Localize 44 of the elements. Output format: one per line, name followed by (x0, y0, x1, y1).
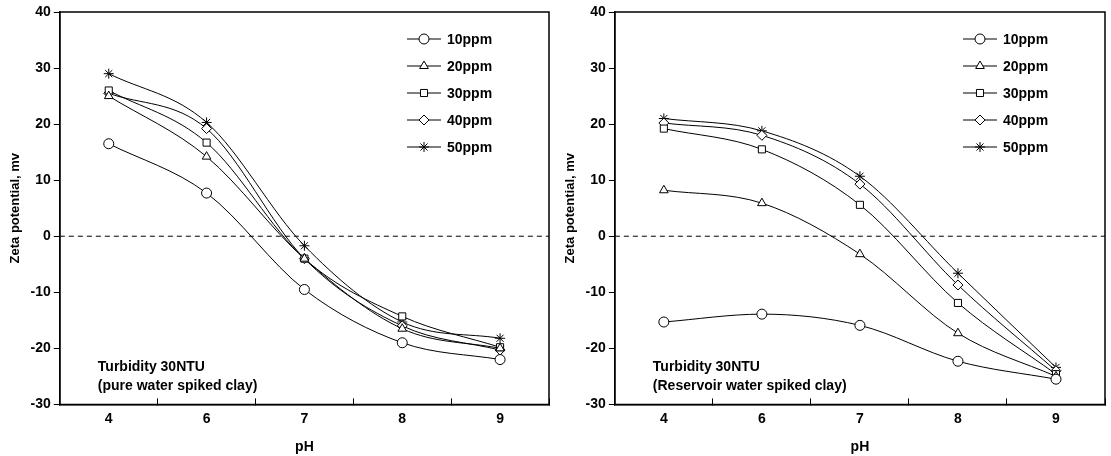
x-tick-label: 8 (398, 409, 407, 426)
y-tick-label: -10 (585, 283, 607, 300)
y-tick-label: 0 (43, 227, 52, 244)
legend-label: 40ppm (447, 111, 493, 128)
legend-label: 20ppm (447, 57, 493, 74)
y-tick-label: 0 (598, 227, 607, 244)
annotation: (pure water spiked clay) (97, 377, 258, 394)
y-tick-label: -20 (30, 339, 52, 356)
y-tick-label: 20 (35, 114, 52, 131)
x-tick-label: 4 (104, 409, 113, 426)
x-tick-label: 7 (300, 409, 309, 426)
annotation: Turbidity 30NTU (97, 358, 205, 375)
y-tick-label: -30 (585, 395, 607, 412)
x-tick-label: 6 (757, 409, 766, 426)
y-tick-label: 10 (590, 171, 607, 188)
x-tick-label: 9 (1052, 409, 1061, 426)
annotation: (Reservoir water spiked clay) (652, 377, 847, 394)
legend-label: 30ppm (1003, 84, 1049, 101)
legend-label: 20ppm (1003, 57, 1049, 74)
x-tick-label: 9 (496, 409, 505, 426)
x-tick-label: 7 (856, 409, 865, 426)
y-tick-label: 40 (590, 2, 607, 19)
legend-label: 10ppm (447, 30, 493, 47)
y-tick-label: -30 (30, 395, 52, 412)
x-tick-label: 4 (659, 409, 668, 426)
legend-label: 30ppm (447, 84, 493, 101)
x-axis-title: pH (295, 438, 314, 455)
y-axis-title: Zeta potential, mv (562, 152, 578, 264)
y-tick-label: 10 (35, 171, 52, 188)
x-tick-label: 6 (202, 409, 211, 426)
x-axis-title: pH (850, 438, 870, 455)
y-tick-label: 30 (590, 58, 607, 75)
legend-label: 50ppm (1003, 138, 1049, 155)
legend-label: 50ppm (447, 138, 493, 155)
annotation: Turbidity 30NTU (652, 358, 760, 375)
y-tick-label: 40 (35, 2, 52, 19)
legend-label: 40ppm (1003, 111, 1049, 128)
y-tick-label: -20 (585, 339, 607, 356)
y-tick-label: 20 (590, 114, 607, 131)
y-tick-label: -10 (30, 283, 52, 300)
legend-label: 10ppm (1003, 30, 1049, 47)
x-tick-label: 8 (954, 409, 963, 426)
y-axis-title: Zeta potential, mv (7, 152, 23, 264)
y-tick-label: 30 (35, 58, 52, 75)
